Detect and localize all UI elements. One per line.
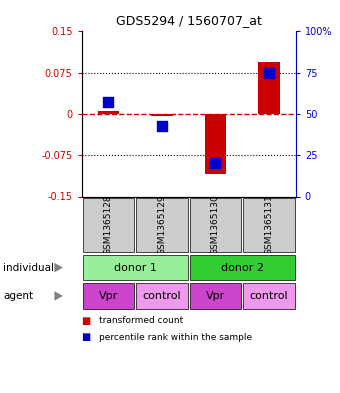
Text: Vpr: Vpr — [99, 291, 118, 301]
Text: percentile rank within the sample: percentile rank within the sample — [99, 333, 252, 342]
Bar — [243, 283, 295, 309]
Bar — [151, 114, 173, 116]
Text: GSM1365131: GSM1365131 — [265, 195, 273, 255]
Bar — [83, 198, 134, 252]
Bar — [190, 283, 241, 309]
Point — [106, 99, 111, 106]
Bar — [83, 255, 188, 280]
Text: control: control — [142, 291, 181, 301]
Text: ■: ■ — [82, 332, 91, 342]
Bar — [243, 198, 295, 252]
Bar — [136, 283, 188, 309]
Text: Vpr: Vpr — [206, 291, 225, 301]
Bar — [205, 114, 226, 174]
Text: donor 1: donor 1 — [114, 263, 157, 273]
Text: transformed count: transformed count — [99, 316, 184, 325]
Bar — [258, 62, 280, 114]
Text: GSM1365129: GSM1365129 — [157, 195, 166, 255]
Point — [266, 70, 272, 76]
Bar — [83, 283, 134, 309]
Text: control: control — [250, 291, 288, 301]
Bar — [190, 198, 241, 252]
Text: GSM1365130: GSM1365130 — [211, 195, 220, 255]
Text: GSM1365128: GSM1365128 — [104, 195, 113, 255]
Text: ■: ■ — [82, 316, 91, 326]
Text: donor 2: donor 2 — [221, 263, 264, 273]
Bar — [136, 198, 188, 252]
Text: agent: agent — [3, 291, 34, 301]
Point — [159, 122, 165, 129]
Bar — [190, 255, 295, 280]
Bar — [98, 111, 119, 114]
Point — [213, 160, 218, 167]
Title: GDS5294 / 1560707_at: GDS5294 / 1560707_at — [116, 15, 262, 28]
Text: individual: individual — [3, 263, 54, 273]
